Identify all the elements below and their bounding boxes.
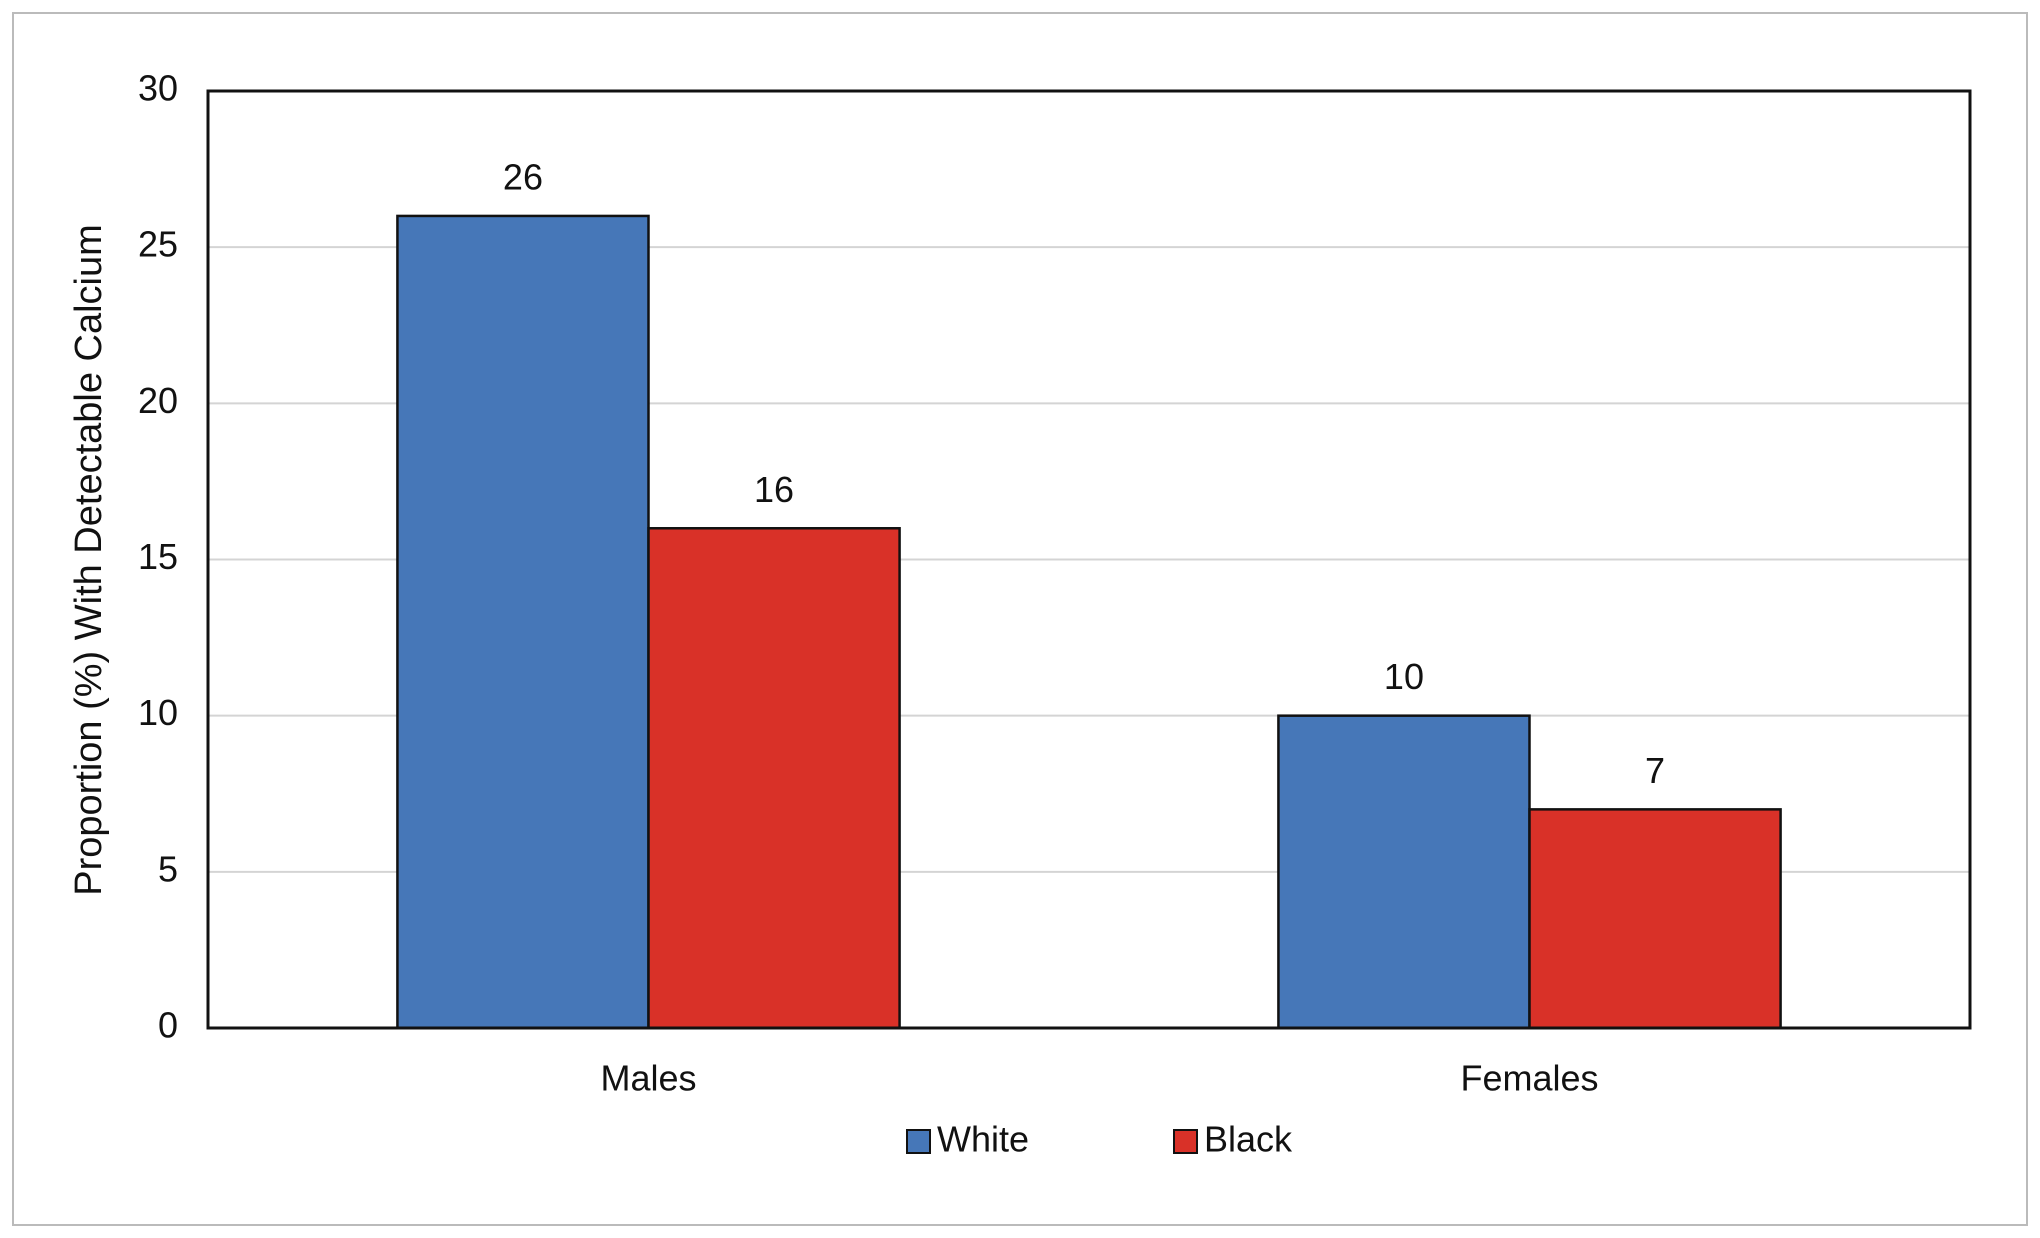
data-label: 10 — [1384, 656, 1424, 697]
legend-label: White — [937, 1119, 1029, 1160]
bar — [1528, 808, 1782, 1030]
y-axis-title: Proportion (%) With Detectable Calcium — [68, 224, 110, 896]
y-tick-label: 10 — [138, 692, 178, 733]
y-tick-label: 15 — [138, 536, 178, 577]
legend-swatch — [1173, 1129, 1198, 1154]
y-tick-label: 5 — [158, 848, 178, 889]
chart-frame — [12, 12, 2028, 1226]
data-label: 16 — [754, 469, 794, 510]
data-label: 7 — [1645, 750, 1665, 791]
legend-label: Black — [1204, 1119, 1293, 1160]
data-label: 26 — [503, 156, 543, 197]
bar — [396, 214, 650, 1030]
y-tick-label: 25 — [138, 224, 178, 265]
y-tick-label: 30 — [138, 68, 178, 109]
y-tick-label: 0 — [158, 1005, 178, 1046]
x-tick-label: Females — [1460, 1058, 1598, 1099]
bar — [1277, 714, 1531, 1030]
x-tick-label: Males — [600, 1058, 696, 1099]
legend-swatch — [906, 1129, 931, 1154]
y-tick-label: 20 — [138, 380, 178, 421]
bar — [647, 527, 901, 1030]
plot-frame — [206, 89, 1972, 1030]
